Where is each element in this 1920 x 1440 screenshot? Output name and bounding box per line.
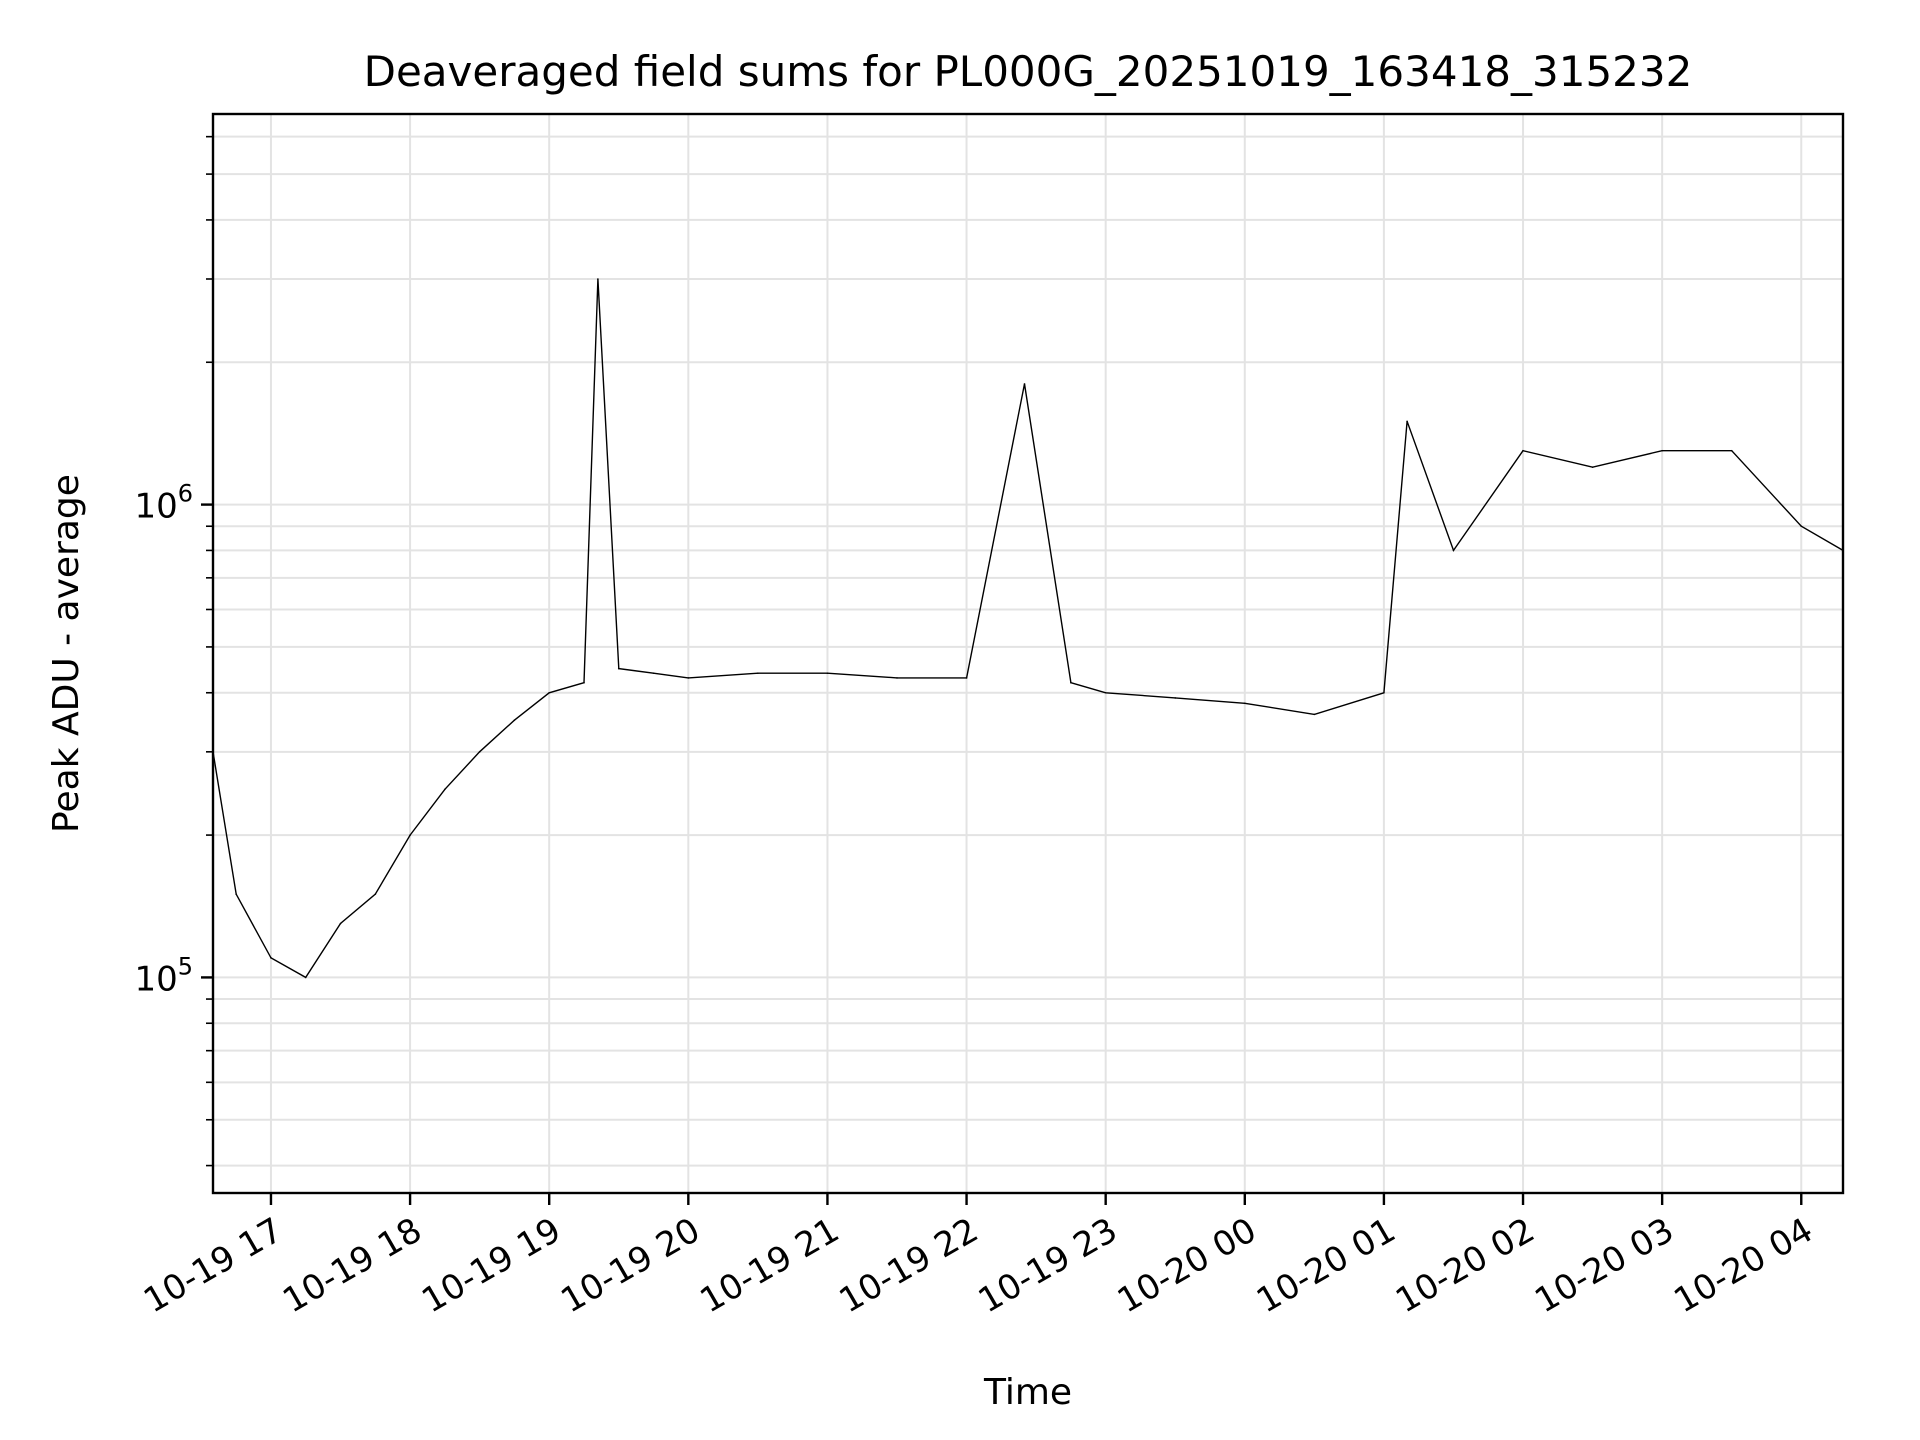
- data-point: [757, 672, 759, 674]
- data-point: [478, 751, 481, 753]
- y-axis-label: Peak ADU - average: [46, 474, 87, 833]
- y-tick-label-exponent: 5: [178, 952, 193, 980]
- data-point: [1070, 681, 1072, 684]
- data-point: [1104, 691, 1107, 694]
- plot-frame: [211, 112, 1845, 1195]
- data-point: [1522, 449, 1524, 452]
- grid: [213, 114, 1843, 1193]
- data-point: [409, 834, 411, 836]
- data-point: [1174, 697, 1177, 699]
- x-tick-label: 10-19 21: [694, 1210, 846, 1321]
- data-point: [374, 893, 377, 895]
- x-tick-label: 10-19 17: [137, 1210, 289, 1321]
- data-point: [965, 677, 968, 679]
- data-point: [1452, 549, 1455, 552]
- series-line: [212, 278, 1844, 979]
- data-point: [826, 672, 829, 674]
- data-point: [583, 681, 585, 684]
- data-point: [304, 976, 307, 979]
- data-point: [1730, 449, 1733, 452]
- x-axis-label: Time: [983, 1372, 1072, 1413]
- data-point: [235, 893, 237, 895]
- data-point: [444, 788, 446, 791]
- data-point: [513, 719, 516, 721]
- x-tick-label: 10-19 20: [554, 1210, 706, 1321]
- y-tick-label-base: 10: [134, 959, 177, 999]
- x-tick-label: 10-20 00: [1111, 1210, 1263, 1321]
- y-tick-label-base: 10: [134, 487, 177, 527]
- data-point: [687, 677, 690, 679]
- data-point: [597, 278, 599, 280]
- data-point: [1661, 449, 1663, 452]
- x-tick-label: 10-20 03: [1528, 1210, 1680, 1321]
- y-tick-label-exponent: 6: [178, 480, 193, 508]
- x-tick-label: 10-20 02: [1389, 1210, 1541, 1321]
- data-point: [896, 677, 898, 679]
- x-tick-label: 10-19 18: [276, 1210, 428, 1321]
- data-point: [1313, 713, 1316, 716]
- data-point: [652, 672, 655, 674]
- chart-title: Deaveraged field sums for PL000G_2025101…: [364, 47, 1693, 96]
- data-point: [1243, 702, 1246, 705]
- y-tick-label: 105: [134, 952, 193, 999]
- x-tick-label: 10-20 04: [1667, 1210, 1819, 1321]
- data-point: [270, 957, 272, 959]
- data-point: [1023, 383, 1026, 385]
- y-tick-label: 106: [134, 480, 193, 527]
- data-point: [1591, 466, 1594, 468]
- x-tick-label: 10-19 22: [833, 1210, 985, 1321]
- data-point: [1383, 691, 1385, 694]
- data-point: [617, 667, 620, 670]
- x-tick-label: 10-20 01: [1250, 1210, 1402, 1321]
- data-point: [1406, 420, 1408, 423]
- plot-area: [212, 278, 1844, 979]
- x-tick-label: 10-19 19: [415, 1210, 567, 1321]
- x-tick-label: 10-19 23: [972, 1210, 1124, 1321]
- data-point: [339, 922, 342, 925]
- data-point: [1800, 525, 1803, 528]
- data-point: [548, 691, 551, 694]
